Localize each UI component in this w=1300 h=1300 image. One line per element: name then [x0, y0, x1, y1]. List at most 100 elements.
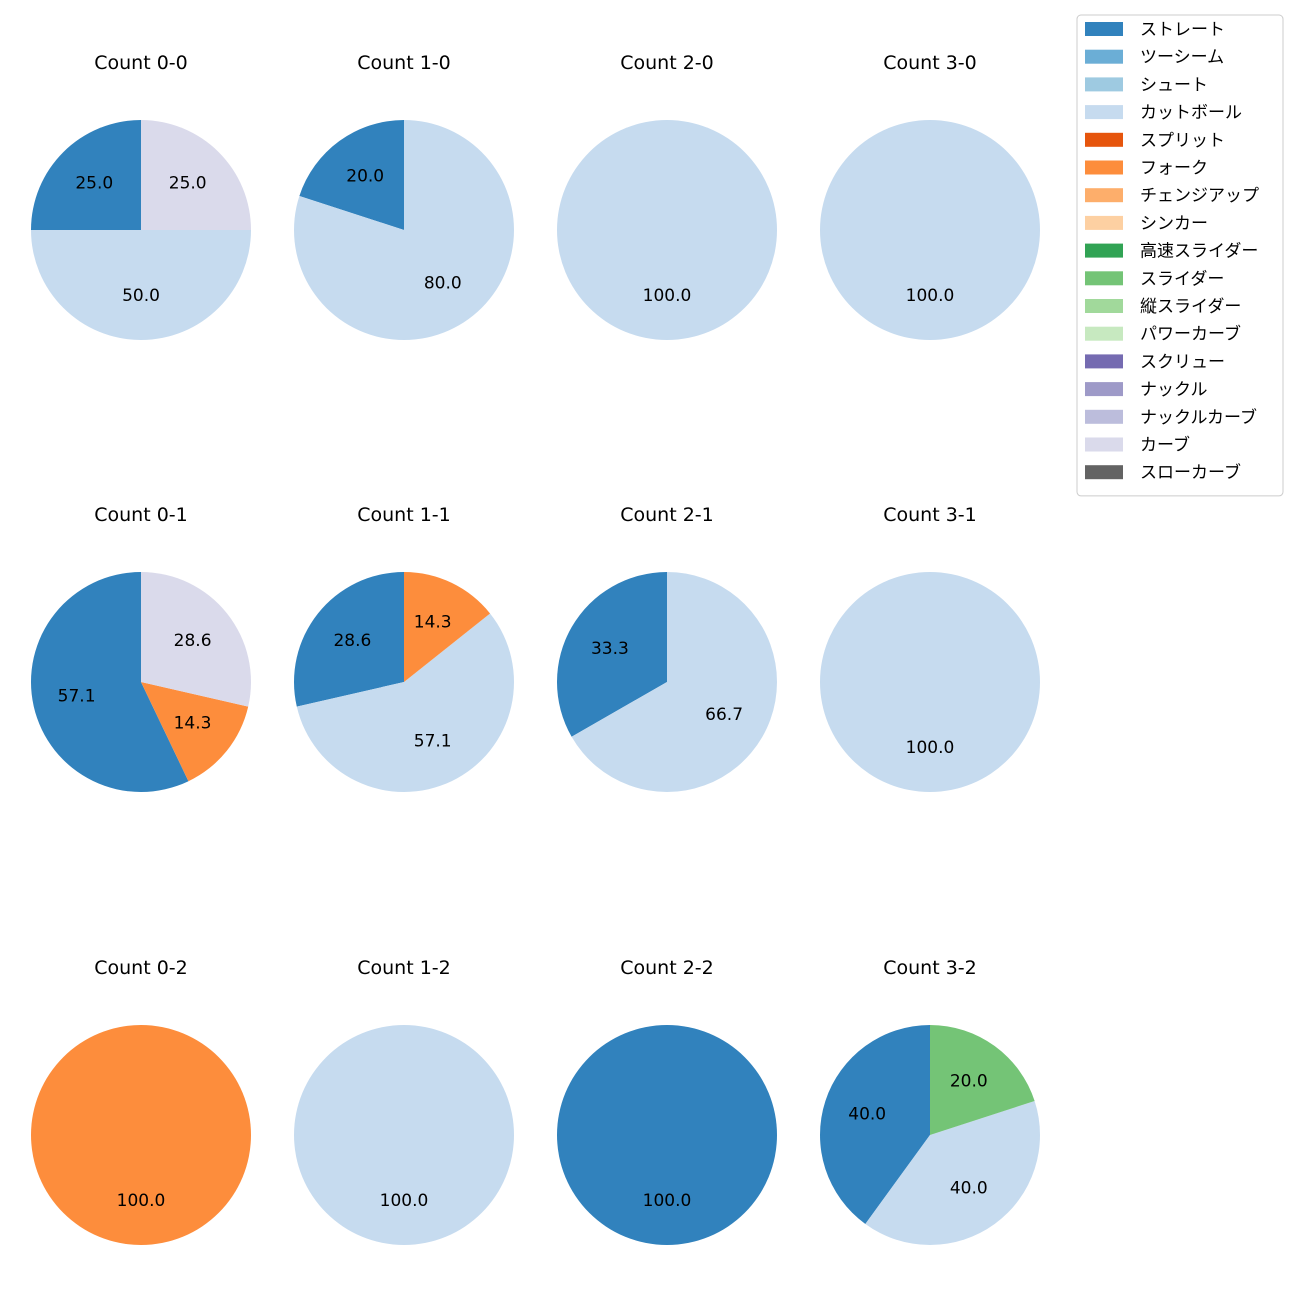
legend-item: ツーシーム: [1085, 48, 1224, 68]
pie-slice-label: 25.0: [75, 173, 113, 193]
legend-item: スクリュー: [1085, 352, 1225, 372]
legend-swatch: [1085, 77, 1123, 92]
pie-slice: [557, 120, 777, 340]
legend-swatch: [1085, 22, 1123, 36]
pie-slice-label: 28.6: [333, 631, 371, 651]
pie-count-0-1: Count 0-1 57.1 14.3 28.6: [30, 504, 252, 793]
legend-item: カーブ: [1085, 435, 1190, 456]
pie-slice-label: 57.1: [58, 687, 96, 707]
legend-swatch: [1085, 409, 1123, 424]
legend-swatch: [1085, 326, 1123, 341]
legend-item: パワーカーブ: [1085, 324, 1241, 345]
legend-label: スプリット: [1140, 131, 1225, 151]
pie-count-2-2: Count 2-2 100.0: [557, 957, 777, 1245]
legend-swatch: [1085, 188, 1123, 203]
pie-slice: [819, 1025, 930, 1224]
pie-slice-label: 33.3: [591, 639, 629, 659]
pie-count-3-2: Count 3-2 40.0 40.0 20.0: [819, 957, 1041, 1246]
legend-swatch: [1085, 354, 1123, 369]
pie-slice-label: 80.0: [424, 273, 462, 293]
pie-slice-label: 40.0: [848, 1105, 886, 1125]
pie-title: Count 2-1: [620, 504, 714, 526]
pie-slice: [820, 120, 1040, 340]
legend-swatch: [1085, 215, 1123, 230]
pie-count-3-0: Count 3-0 100.0: [820, 52, 1040, 340]
pie-slice: [556, 572, 667, 737]
legend-item: スライダー: [1085, 269, 1224, 289]
legend-swatch: [1085, 105, 1123, 120]
legend-item: シンカー: [1085, 214, 1208, 234]
legend-label: フォーク: [1140, 159, 1208, 179]
pie-slice-label: 14.3: [414, 613, 452, 633]
pie-slice-label: 100.0: [906, 738, 955, 758]
legend-label: スローカーブ: [1140, 462, 1241, 483]
pie-slice-label: 25.0: [169, 173, 207, 193]
pie-slice: [404, 572, 491, 682]
legend-swatch: [1085, 382, 1123, 397]
legend-label: シュート: [1140, 75, 1208, 95]
pie-title: Count 3-2: [883, 957, 977, 979]
legend-swatch: [1085, 299, 1123, 313]
legend-item: ナックルカーブ: [1085, 407, 1257, 428]
legend-swatch: [1085, 437, 1123, 452]
pie-title: Count 3-1: [883, 504, 977, 526]
legend-swatch: [1085, 465, 1123, 480]
pie-slice: [293, 572, 404, 707]
pie-slice: [557, 1025, 777, 1245]
legend-item: フォーク: [1085, 159, 1208, 179]
pie-count-0-0: Count 0-0 25.0 50.0 25.0: [31, 52, 251, 340]
pie-count-1-1: Count 1-1 28.6 57.1 14.3: [293, 504, 514, 792]
pie-count-2-1: Count 2-1 33.3 66.7: [556, 504, 777, 792]
pie-slice: [141, 572, 252, 707]
legend-item: 高速スライダー: [1085, 242, 1258, 262]
pie-slice-label: 100.0: [906, 286, 955, 306]
pie-slice-label: 40.0: [950, 1178, 988, 1198]
pie-slice: [293, 120, 514, 340]
legend-label: カーブ: [1140, 435, 1190, 456]
legend-label: パワーカーブ: [1140, 324, 1241, 345]
pie-slice: [141, 682, 249, 782]
pie-slice-label: 20.0: [950, 1072, 988, 1092]
legend-label: ツーシーム: [1140, 48, 1224, 68]
legend-frame: [1076, 14, 1284, 497]
legend-item: スローカーブ: [1085, 462, 1241, 483]
pie-count-1-0: Count 1-0 20.0 80.0: [293, 52, 514, 340]
pie-title: Count 2-0: [620, 52, 714, 74]
pie-title: Count 1-1: [357, 504, 451, 526]
pie-slice-label: 66.7: [705, 705, 743, 725]
pie-title: Count 3-0: [883, 52, 977, 74]
pie-slice: [30, 572, 189, 793]
legend-label: ストレート: [1140, 20, 1225, 40]
pie-title: Count 1-2: [357, 957, 451, 979]
legend-item: ナックル: [1085, 380, 1208, 400]
legend-label: ナックルカーブ: [1140, 407, 1257, 428]
pie-slice-label: 50.0: [122, 286, 160, 306]
pie-title: Count 0-1: [94, 504, 188, 526]
legend-item: カットボール: [1085, 103, 1242, 123]
pie-slice: [930, 1025, 1035, 1135]
pie-title: Count 2-2: [620, 957, 714, 979]
legend-item: 縦スライダー: [1085, 297, 1241, 317]
pie-slice: [294, 1025, 514, 1245]
pie-slice: [865, 1101, 1041, 1246]
legend-label: チェンジアップ: [1140, 186, 1259, 206]
legend-item: シュート: [1085, 75, 1208, 95]
pie-count-1-2: Count 1-2 100.0: [294, 957, 514, 1245]
pie-slice: [571, 572, 777, 792]
pie-slice-label: 57.1: [414, 732, 452, 752]
pie-count-3-1: Count 3-1 100.0: [820, 504, 1040, 792]
legend-swatch: [1085, 160, 1123, 175]
pie-slice-label: 100.0: [643, 286, 692, 306]
legend-label: ナックル: [1140, 380, 1208, 400]
pie-slice-label: 100.0: [643, 1191, 692, 1211]
pie-title: Count 0-0: [94, 52, 188, 74]
pie-slice-label: 100.0: [380, 1191, 429, 1211]
pie-slice: [299, 120, 404, 230]
pie-slice: [31, 230, 251, 340]
pie-count-2-0: Count 2-0 100.0: [557, 52, 777, 340]
pie-slice-label: 20.0: [346, 167, 384, 187]
legend-swatch: [1085, 49, 1123, 64]
legend-label: 高速スライダー: [1140, 242, 1258, 262]
legend: ストレートツーシームシュートカットボールスプリットフォークチェンジアップシンカー…: [1076, 14, 1284, 497]
legend-swatch: [1085, 271, 1123, 286]
